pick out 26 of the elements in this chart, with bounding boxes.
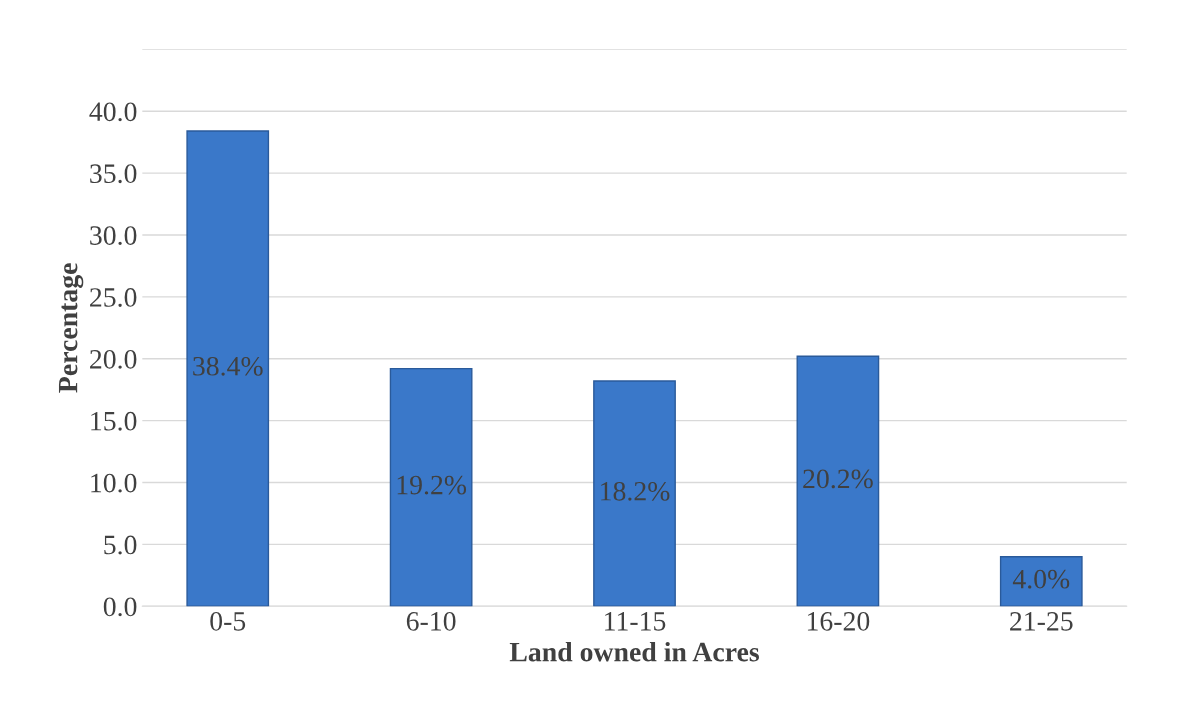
y-tick-label: 10.0 bbox=[91, 473, 137, 493]
y-tick-label: 40.0 bbox=[89, 102, 137, 122]
y-tick-label: 20.0 bbox=[90, 349, 137, 369]
bar bbox=[796, 355, 880, 607]
data-label: 20.2% bbox=[803, 469, 873, 489]
x-tick-label: 21-25 bbox=[1010, 612, 1073, 631]
data-label: 19.2% bbox=[397, 475, 467, 495]
y-tick-label: 35.0 bbox=[90, 164, 137, 184]
y-tick-label: 30.0 bbox=[90, 226, 137, 246]
bar bbox=[593, 380, 676, 607]
data-label: 4.0% bbox=[1012, 569, 1070, 589]
x-axis-title: Land owned in Acres bbox=[509, 641, 759, 662]
data-label: 18.2% bbox=[601, 481, 670, 501]
bar bbox=[389, 367, 473, 607]
y-tick-label: 25.0 bbox=[90, 288, 137, 307]
y-axis-title: Percentage bbox=[58, 263, 84, 393]
data-label: 38.4% bbox=[193, 356, 263, 376]
x-tick-label: 0-5 bbox=[210, 611, 246, 631]
y-tick-label: 0.0 bbox=[103, 597, 137, 617]
y-tick-label: 15.0 bbox=[91, 411, 137, 431]
bar bbox=[999, 556, 1083, 607]
x-tick-label: 11-15 bbox=[605, 612, 666, 631]
bar bbox=[186, 130, 270, 607]
y-tick-label: 5.0 bbox=[104, 535, 137, 555]
x-tick-label: 16-20 bbox=[807, 611, 870, 631]
x-tick-label: 6-10 bbox=[406, 611, 456, 631]
